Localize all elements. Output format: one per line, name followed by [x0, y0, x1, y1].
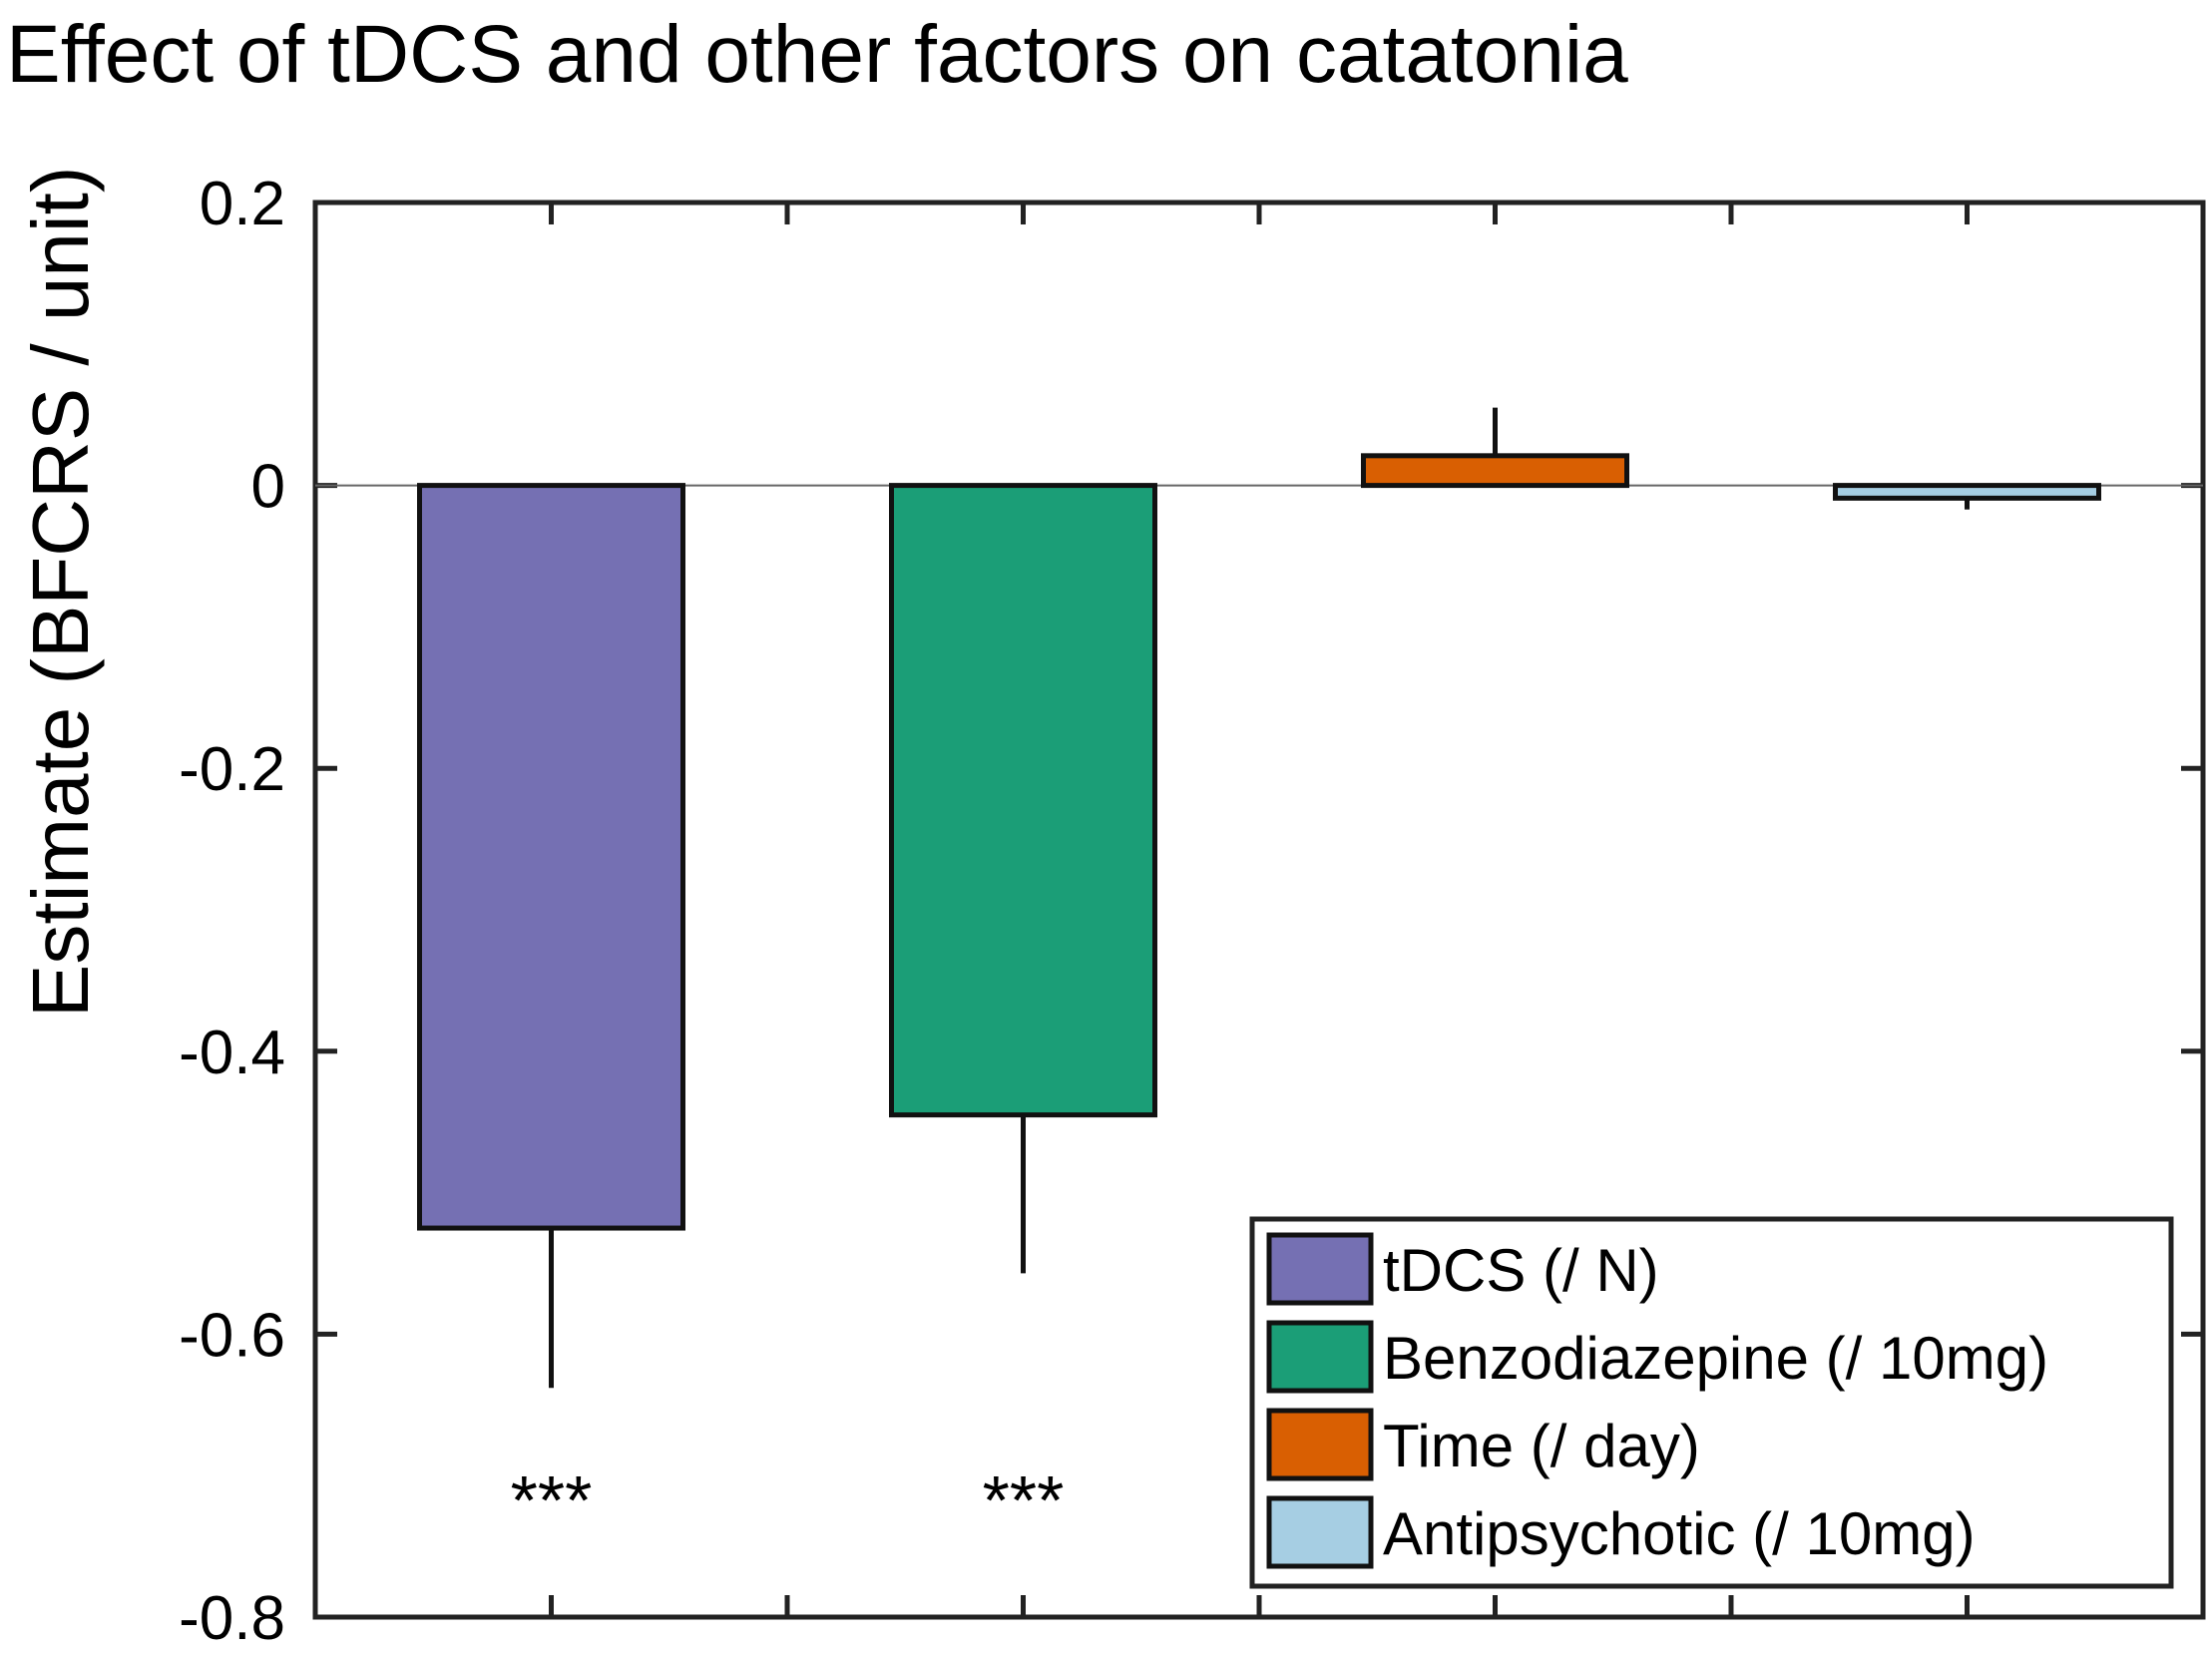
bar-4	[1833, 483, 2101, 501]
y-tick-labels: 0.2 0 -0.2 -0.4 -0.6 -0.8	[179, 170, 285, 1653]
legend-label-2: Benzodiazepine (/ 10mg)	[1383, 1325, 2048, 1392]
y-tick-label: 0.2	[200, 170, 285, 238]
bar-3	[1361, 453, 1629, 489]
legend-swatch-3	[1266, 1408, 1374, 1481]
significance-label-1: ***	[511, 1461, 593, 1539]
legend: tDCS (/ N) Benzodiazepine (/ 10mg) Time (/…	[1249, 1216, 2174, 1589]
bar-1	[417, 483, 685, 1231]
chart-title: Effect of tDCS and other factors on cata…	[6, 9, 1628, 100]
legend-label-1: tDCS (/ N)	[1383, 1237, 1659, 1304]
significance-label-2: ***	[983, 1461, 1065, 1539]
y-tick-label: -0.8	[179, 1584, 285, 1653]
legend-label-4: Antipsychotic (/ 10mg)	[1383, 1500, 1976, 1567]
significance-markers: *** ***	[511, 1461, 1065, 1539]
error-bars	[549, 407, 1970, 1389]
bar-2	[889, 483, 1157, 1118]
legend-box	[1249, 1216, 2174, 1589]
y-tick-label: -0.2	[179, 735, 285, 804]
y-tick-label: -0.6	[179, 1301, 285, 1370]
legend-swatch-1	[1266, 1232, 1374, 1306]
bars	[417, 453, 2101, 1231]
y-tick-label: 0	[251, 453, 285, 522]
legend-label-3: Time (/ day)	[1383, 1413, 1700, 1479]
y-tick-label: -0.4	[179, 1019, 285, 1087]
y-axis-label: Estimate (BFCRS / unit)	[16, 166, 105, 1018]
legend-swatch-4	[1266, 1495, 1374, 1569]
legend-swatch-2	[1266, 1320, 1374, 1394]
